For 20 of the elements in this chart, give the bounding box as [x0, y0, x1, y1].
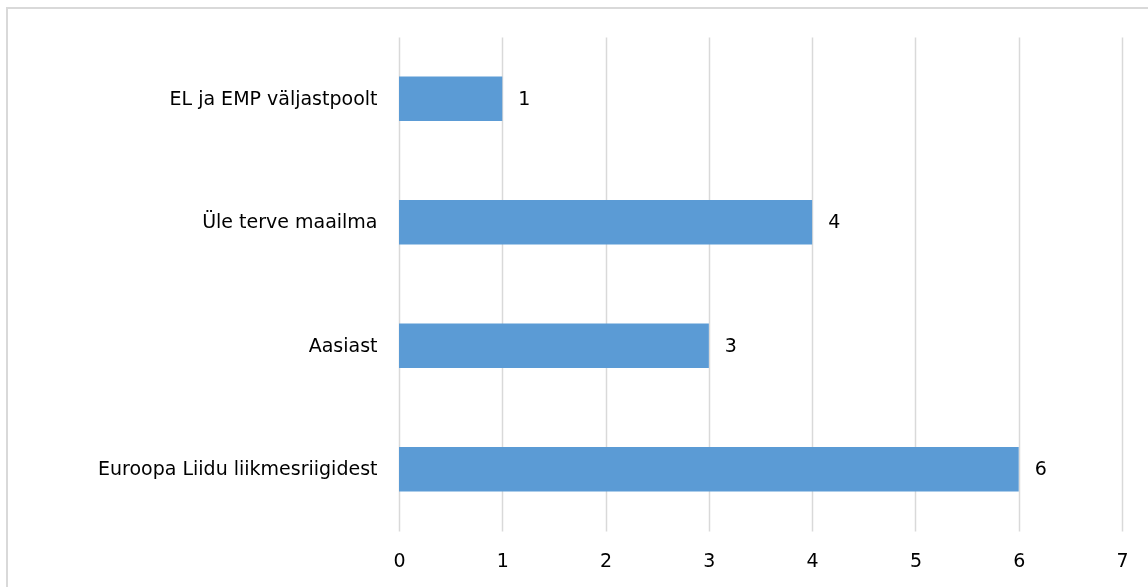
- x-tick-label: 6: [1013, 548, 1026, 571]
- x-tick-label: 1: [496, 548, 509, 571]
- bar: [399, 447, 1019, 492]
- x-tick-label: 3: [703, 548, 716, 571]
- data-label: 4: [828, 210, 841, 233]
- y-tick-label: Üle terve maailma: [202, 210, 378, 233]
- x-tick-label: 5: [909, 548, 922, 571]
- x-tick-label: 4: [806, 548, 819, 571]
- y-tick-label: Euroopa Liidu liikmesriigidest: [98, 457, 378, 480]
- y-tick-label: Aasiast: [308, 333, 378, 356]
- y-tick-label: EL ja EMP väljastpoolt: [169, 86, 378, 109]
- x-tick-label: 2: [600, 548, 613, 571]
- data-label: 6: [1034, 457, 1047, 480]
- bar: [399, 323, 709, 368]
- data-label: 3: [724, 333, 737, 356]
- bar: [399, 200, 813, 245]
- x-tick-label: 7: [1116, 548, 1129, 571]
- bar: [399, 76, 503, 121]
- data-label: 1: [518, 86, 531, 109]
- x-tick-label: 0: [393, 548, 406, 571]
